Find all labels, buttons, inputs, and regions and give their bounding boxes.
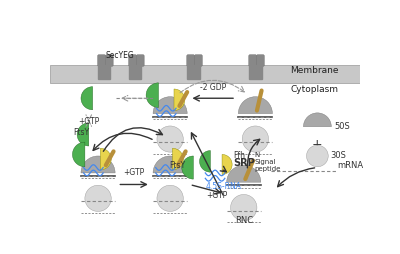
- Text: RNC: RNC: [235, 216, 253, 225]
- Wedge shape: [100, 148, 111, 170]
- Circle shape: [242, 126, 268, 152]
- FancyBboxPatch shape: [129, 55, 136, 66]
- FancyBboxPatch shape: [256, 55, 264, 66]
- Text: SRP: SRP: [234, 158, 256, 168]
- Wedge shape: [146, 83, 158, 107]
- Bar: [249, 65, 262, 79]
- Bar: [187, 65, 200, 79]
- Wedge shape: [72, 142, 85, 167]
- Text: 50S: 50S: [334, 122, 350, 131]
- Circle shape: [230, 195, 257, 221]
- Wedge shape: [77, 123, 89, 146]
- Text: +GTP: +GTP: [206, 191, 227, 200]
- Wedge shape: [81, 87, 93, 110]
- Wedge shape: [200, 151, 210, 172]
- Wedge shape: [304, 113, 331, 127]
- FancyBboxPatch shape: [98, 55, 106, 66]
- Bar: [50, 65, 360, 83]
- Bar: [98, 65, 110, 79]
- Text: +: +: [312, 138, 323, 151]
- Wedge shape: [81, 156, 115, 173]
- Text: +GTP: +GTP: [123, 168, 144, 177]
- Text: SecYEG: SecYEG: [105, 51, 134, 60]
- Text: Signal
peptide: Signal peptide: [254, 159, 281, 172]
- Circle shape: [157, 126, 183, 152]
- FancyBboxPatch shape: [249, 55, 256, 66]
- FancyBboxPatch shape: [194, 55, 202, 66]
- Text: FtsY: FtsY: [73, 128, 89, 137]
- Text: N: N: [254, 152, 260, 157]
- Text: Ffh: Ffh: [234, 151, 246, 160]
- Text: +GTP: +GTP: [78, 117, 99, 126]
- FancyBboxPatch shape: [187, 55, 194, 66]
- Bar: [129, 65, 142, 79]
- Wedge shape: [172, 148, 183, 170]
- Wedge shape: [153, 97, 187, 114]
- Circle shape: [306, 145, 328, 167]
- Wedge shape: [238, 97, 272, 114]
- Circle shape: [85, 185, 111, 211]
- Circle shape: [157, 185, 183, 211]
- Text: 30S: 30S: [330, 151, 346, 161]
- Text: Membrane: Membrane: [290, 66, 339, 75]
- Text: 4.5S-RNA: 4.5S-RNA: [206, 182, 242, 190]
- Text: Cytoplasm: Cytoplasm: [290, 85, 338, 93]
- Text: FtsY: FtsY: [170, 161, 186, 170]
- Wedge shape: [174, 89, 185, 110]
- Wedge shape: [182, 156, 193, 179]
- Text: mRNA: mRNA: [337, 161, 363, 170]
- Wedge shape: [227, 165, 261, 182]
- FancyBboxPatch shape: [106, 55, 113, 66]
- Text: -2 GDP: -2 GDP: [200, 83, 226, 92]
- FancyBboxPatch shape: [136, 55, 144, 66]
- Wedge shape: [153, 156, 187, 173]
- Wedge shape: [222, 154, 232, 174]
